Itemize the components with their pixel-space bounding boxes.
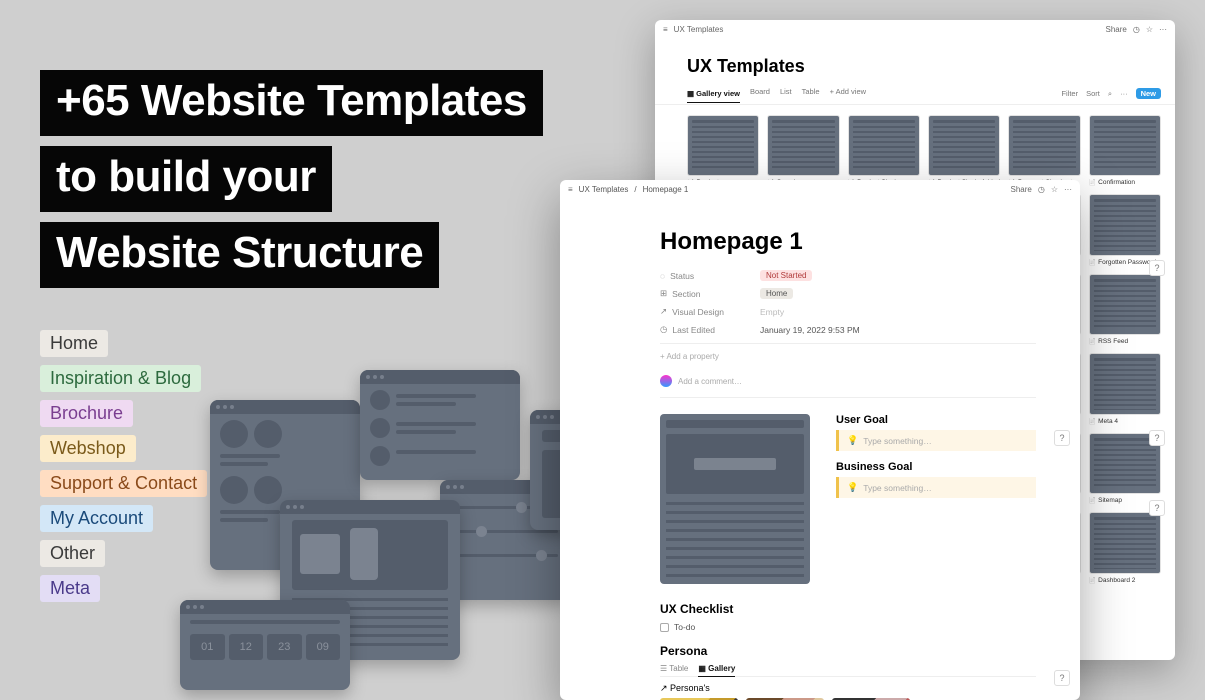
hero-line-2: to build your (40, 146, 332, 212)
menu-icon[interactable]: ≡ (663, 25, 668, 34)
clock-icon: ◷ (660, 324, 667, 335)
menu-icon[interactable]: ≡ (568, 185, 573, 194)
page-cover-wireframe (660, 414, 810, 584)
template-card-label: Confirmation (1089, 179, 1161, 186)
property-value[interactable]: Not Started (760, 270, 1036, 281)
topbar: ≡ UX Templates / Homepage 1 Share ◷ ☆ ··… (560, 180, 1080, 198)
new-button[interactable]: New (1136, 88, 1161, 99)
hero-title: +65 Website Templates to build your Webs… (40, 70, 543, 288)
view-tabs: ▦ Gallery view Board List Table + Add view F… (655, 87, 1175, 105)
persona-link[interactable]: ↗ Persona's (660, 677, 1036, 698)
template-card[interactable]: Confirmation (1089, 115, 1161, 186)
topbar: ≡ UX Templates Share ◷ ☆ ··· (655, 20, 1175, 38)
hero-line-1: +65 Website Templates (40, 70, 543, 136)
property-value[interactable]: January 19, 2022 9:53 PM (760, 325, 1036, 335)
view-tab[interactable]: Board (750, 87, 770, 100)
add-property-button[interactable]: + Add a property (660, 343, 1036, 369)
category-tag[interactable]: Webshop (40, 435, 136, 462)
category-tag[interactable]: Brochure (40, 400, 133, 427)
view-tab[interactable]: + Add view (830, 87, 866, 100)
share-button[interactable]: Share (1010, 185, 1031, 194)
business-goal-block: Business Goal Type something… (836, 461, 1036, 498)
todo-item[interactable]: To-do (660, 622, 1036, 632)
page-title: Homepage 1 (660, 228, 1036, 256)
filter-button[interactable]: Filter (1061, 89, 1078, 98)
template-card[interactable]: Forgotten Password (1089, 194, 1161, 265)
template-card-label: Dashboard 2 (1089, 577, 1161, 584)
property-key: ↗Visual Design (660, 306, 760, 317)
help-icon[interactable]: ? (1149, 430, 1165, 446)
business-goal-title: Business Goal (836, 461, 1036, 473)
more-icon[interactable]: ··· (1159, 25, 1167, 34)
category-tag[interactable]: Meta (40, 575, 100, 602)
user-goal-input[interactable]: Type something… (836, 430, 1036, 451)
help-icon[interactable]: ? (1149, 260, 1165, 276)
template-card[interactable]: Meta 4 (1089, 353, 1161, 424)
template-card-label: Meta 4 (1089, 418, 1161, 425)
template-card[interactable]: RSS Feed (1089, 274, 1161, 345)
template-card[interactable]: Product Single (848, 115, 920, 186)
view-tab[interactable]: ▦ Gallery view (687, 89, 740, 103)
template-card[interactable]: Payment Checkout (1008, 115, 1080, 186)
template-card[interactable]: Products (687, 115, 759, 186)
view-tab[interactable]: Table (802, 87, 820, 100)
breadcrumb-page[interactable]: Homepage 1 (643, 185, 689, 194)
category-tag[interactable]: My Account (40, 505, 153, 532)
sort-button[interactable]: Sort (1086, 89, 1100, 98)
status-icon: ◌ (660, 271, 665, 281)
search-icon[interactable]: ⌕ (1108, 89, 1112, 99)
wireframe-calendar: 01 12 23 09 (180, 600, 350, 690)
breadcrumb-root[interactable]: UX Templates (579, 185, 629, 194)
help-icon[interactable]: ? (1054, 670, 1070, 686)
avatar (660, 375, 672, 387)
more-icon[interactable]: ··· (1064, 185, 1072, 194)
business-goal-input[interactable]: Type something… (836, 477, 1036, 498)
help-icon[interactable]: ? (1054, 430, 1070, 446)
page-properties: ◌StatusNot Started⊞SectionHome↗Visual De… (660, 270, 1036, 335)
notion-window-page: ≡ UX Templates / Homepage 1 Share ◷ ☆ ··… (560, 180, 1080, 700)
persona-title: Persona (660, 644, 1036, 658)
property-key: ◷Last Edited (660, 324, 760, 335)
tag-icon: ⊞ (660, 288, 667, 299)
star-icon[interactable]: ☆ (1146, 25, 1153, 34)
wireframe-users (360, 370, 520, 480)
share-button[interactable]: Share (1105, 25, 1126, 34)
template-card[interactable]: Search (767, 115, 839, 186)
property-value[interactable]: Empty (760, 307, 1036, 317)
property-value[interactable]: Home (760, 288, 1036, 299)
property-key: ◌Status (660, 271, 760, 281)
add-comment[interactable]: Add a comment… (660, 369, 1036, 398)
template-card-label: RSS Feed (1089, 338, 1161, 345)
category-tag[interactable]: Inspiration & Blog (40, 365, 201, 392)
clock-icon[interactable]: ◷ (1038, 185, 1045, 194)
checkbox-icon[interactable] (660, 623, 669, 632)
category-tag[interactable]: Home (40, 330, 108, 357)
ux-checklist-section: UX Checklist To-do (660, 584, 1036, 632)
hero-line-3: Website Structure (40, 222, 439, 288)
persona-tab[interactable]: ▦ Gallery (698, 664, 735, 677)
page-title: UX Templates (655, 38, 1175, 87)
property-key: ⊞Section (660, 288, 760, 299)
more-icon[interactable]: ··· (1120, 89, 1128, 98)
checklist-title: UX Checklist (660, 602, 1036, 616)
view-tab[interactable]: List (780, 87, 792, 100)
persona-section: Persona ☰ Table ▦ Gallery ↗ Persona's (660, 632, 1036, 700)
breadcrumb[interactable]: UX Templates (674, 25, 724, 34)
user-goal-title: User Goal (836, 414, 1036, 426)
template-card[interactable]: Dashboard 2 (1089, 512, 1161, 583)
help-icon[interactable]: ? (1149, 500, 1165, 516)
category-tag[interactable]: Other (40, 540, 105, 567)
star-icon[interactable]: ☆ (1051, 185, 1058, 194)
user-goal-block: User Goal Type something… (836, 414, 1036, 451)
template-card[interactable]: Product Single Added (928, 115, 1000, 186)
persona-tab[interactable]: ☰ Table (660, 664, 688, 676)
clock-icon[interactable]: ◷ (1133, 25, 1140, 34)
link-icon: ↗ (660, 306, 667, 317)
